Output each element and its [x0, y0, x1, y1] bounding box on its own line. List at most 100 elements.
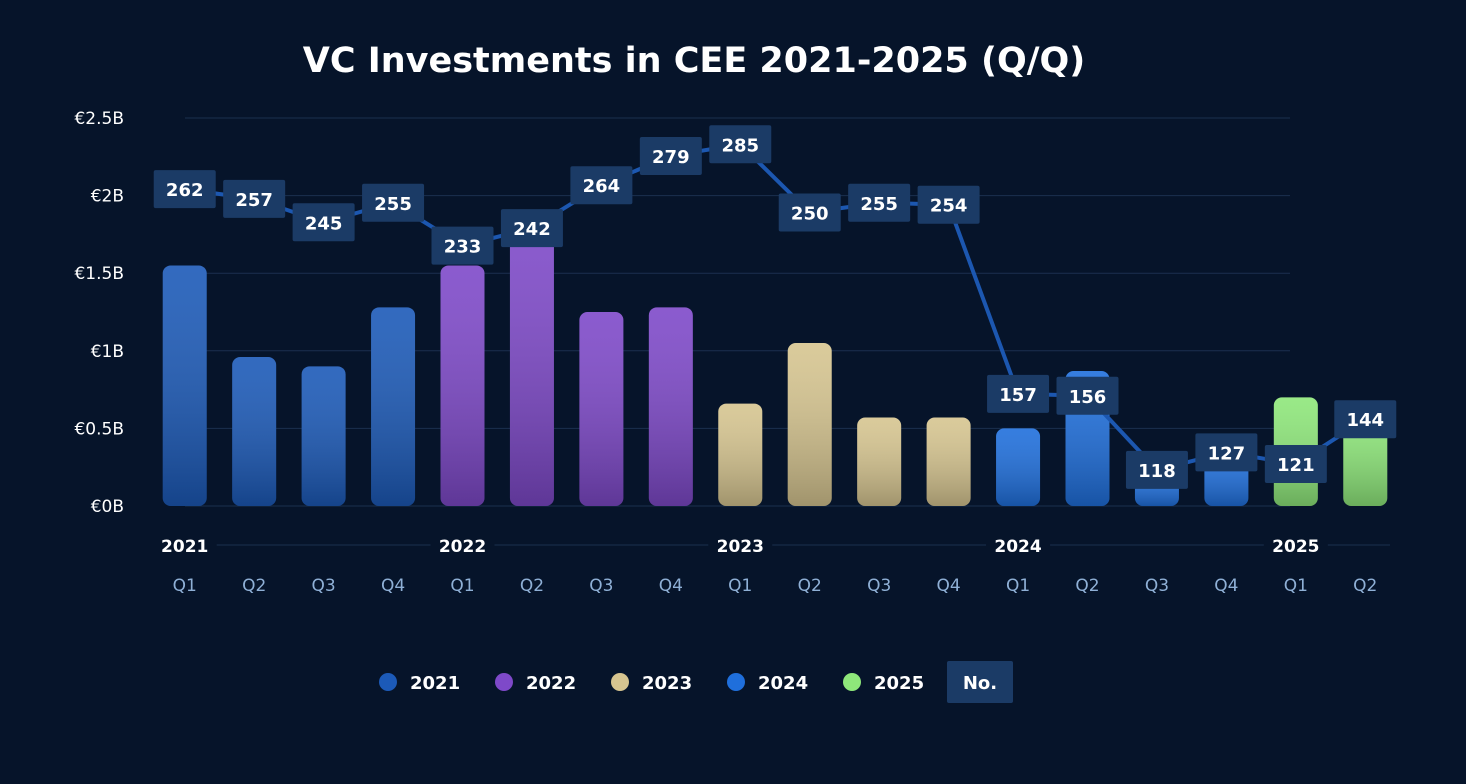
legend-item: 2023 — [611, 673, 692, 694]
legend: 2021 2022 2023 2024 2025 No. — [379, 661, 1013, 703]
count-label: 254 — [917, 185, 980, 224]
count-label-box — [639, 136, 702, 175]
count-label: 279 — [639, 136, 702, 175]
count-label: 121 — [1264, 445, 1327, 484]
count-label-text: 254 — [930, 196, 968, 217]
count-label-text: 242 — [513, 219, 551, 240]
bar-series — [162, 221, 1388, 506]
year-label: 2021 — [161, 537, 208, 557]
count-label-box — [292, 203, 355, 242]
legend-label: 2022 — [526, 673, 576, 694]
y-tick-label: €1.5B — [74, 264, 124, 284]
quarter-label: Q3 — [312, 576, 336, 596]
y-axis-ticks: €0B €0.5B €1B €1.5B €2B €2.5B — [74, 109, 124, 517]
legend-item: 2024 — [727, 673, 808, 694]
bar-shade — [162, 265, 207, 506]
count-label-box — [709, 125, 772, 164]
count-label: 264 — [570, 166, 633, 205]
count-label: 242 — [500, 209, 563, 248]
count-label-text: 285 — [721, 135, 759, 156]
quarter-label: Q3 — [589, 576, 613, 596]
count-label-text: 257 — [235, 190, 273, 211]
count-label-box — [570, 166, 633, 205]
count-label-box — [1125, 450, 1188, 489]
y-tick-label: €1B — [91, 342, 124, 362]
count-label-text: 264 — [583, 176, 621, 197]
count-line-series — [184, 142, 1367, 472]
y-tick-label: €0B — [91, 497, 124, 517]
y-tick-label: €0.5B — [74, 419, 124, 439]
legend-label: 2021 — [410, 673, 460, 694]
count-label-text: 262 — [166, 180, 204, 201]
legend-label: No. — [963, 673, 997, 694]
legend-count-box — [947, 661, 1013, 703]
quarter-label: Q3 — [867, 576, 891, 596]
count-label-text: 156 — [1069, 387, 1107, 408]
quarter-label: Q4 — [659, 576, 683, 596]
count-label: 262 — [153, 170, 216, 209]
quarter-label: Q1 — [173, 576, 197, 596]
count-label-box — [1056, 376, 1119, 415]
legend-item: 2025 — [843, 673, 924, 694]
quarter-label: Q3 — [1145, 576, 1169, 596]
legend-label: 2023 — [642, 673, 692, 694]
year-label: 2025 — [1272, 537, 1319, 557]
count-label-box — [987, 374, 1050, 413]
quarter-label: Q2 — [520, 576, 544, 596]
bar-shade — [926, 417, 971, 506]
count-label: 245 — [292, 203, 355, 242]
bar-shade — [371, 307, 416, 506]
count-label-box — [848, 183, 911, 222]
count-label-box — [500, 209, 563, 248]
count-label-text: 255 — [374, 194, 412, 215]
count-label-text: 233 — [444, 237, 482, 258]
quarter-label: Q4 — [937, 576, 961, 596]
count-label-box — [778, 193, 841, 232]
legend-marker — [843, 673, 861, 691]
count-label-box — [1195, 433, 1258, 472]
count-label-box — [223, 179, 286, 218]
bar-shade — [440, 265, 485, 506]
count-label: 285 — [709, 125, 772, 164]
count-label-box — [153, 170, 216, 209]
quarter-label: Q1 — [1006, 576, 1030, 596]
legend-marker — [727, 673, 745, 691]
count-label: 127 — [1195, 433, 1258, 472]
count-label: 233 — [431, 226, 494, 265]
quarter-label: Q1 — [1284, 576, 1308, 596]
count-label: 157 — [987, 374, 1050, 413]
count-label: 118 — [1125, 450, 1188, 489]
legend-marker — [611, 673, 629, 691]
year-label: 2022 — [439, 537, 486, 557]
count-label-text: 245 — [305, 213, 343, 234]
legend-label: 2024 — [758, 673, 808, 694]
count-label-text: 144 — [1346, 410, 1384, 431]
count-label-text: 127 — [1208, 443, 1246, 464]
count-label: 255 — [362, 183, 425, 222]
quarter-label: Q2 — [1075, 576, 1099, 596]
chart-title: VC Investments in CEE 2021-2025 (Q/Q) — [303, 41, 1086, 81]
count-label-box — [1334, 400, 1397, 439]
count-label: 250 — [778, 193, 841, 232]
bar-shade — [232, 357, 277, 506]
bar-shade — [509, 221, 554, 506]
count-label: 257 — [223, 179, 286, 218]
count-label-text: 157 — [999, 385, 1037, 406]
count-label-text: 250 — [791, 204, 829, 225]
year-label: 2023 — [717, 537, 764, 557]
y-tick-label: €2.5B — [74, 109, 124, 129]
bar-shade — [648, 307, 693, 506]
count-label-text: 279 — [652, 147, 690, 168]
count-label: 255 — [848, 183, 911, 222]
legend-item-count: No. — [947, 661, 1013, 703]
year-label: 2024 — [994, 537, 1041, 557]
quarter-label: Q4 — [1214, 576, 1238, 596]
count-label: 144 — [1334, 400, 1397, 439]
quarter-label: Q1 — [728, 576, 752, 596]
legend-marker — [495, 673, 513, 691]
y-tick-label: €2B — [91, 187, 124, 207]
bar-shade — [718, 403, 763, 506]
count-label-box — [917, 185, 980, 224]
legend-marker — [379, 673, 397, 691]
legend-item: 2021 — [379, 673, 460, 694]
